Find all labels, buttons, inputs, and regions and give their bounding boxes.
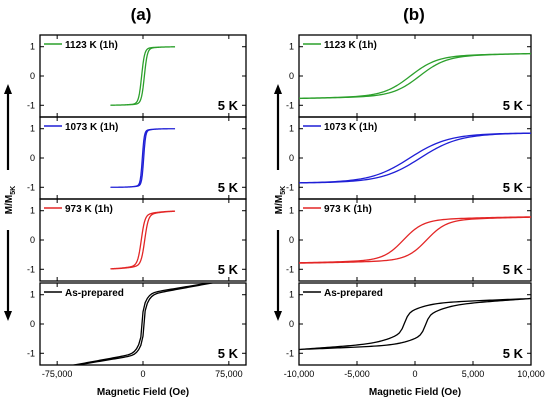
y-tick-label: 0 [30,319,35,329]
y-tick-label: 1 [30,42,35,52]
y-tick-label: 1 [30,290,35,300]
legend-label: 973 K (1h) [324,204,372,215]
temperature-label: 5 K [503,180,524,195]
y-tick-label: -1 [286,264,294,274]
panel: -1 0 1 1073 K (1h) 5 K [27,116,247,200]
x-tick-label: 0 [140,369,145,379]
y-tick-label: -1 [27,100,35,110]
panel: -1 0 1 As-prepared 5 K [286,282,532,366]
temperature-label: 5 K [218,346,239,361]
y-tick-label: 0 [289,71,294,81]
chart-b: (b)-101 1123 K (1h)5 K-101 1073 K (1h)5 K-… [274,5,545,398]
x-tick-label: -5,000 [344,369,370,379]
x-tick-label: -75,000 [42,369,73,379]
panel: -1 0 1 As-prepared 5 K [27,282,247,366]
chart-a: (a)-101 1123 K (1h)5 K-101 1073 K (1h)5 K-… [4,5,247,398]
down-arrow-icon [4,311,12,321]
y-axis-label: M/M5K [274,186,287,214]
x-axis-label: Magnetic Field (Oe) [97,387,189,398]
y-axis-label-sub: 5K [10,186,17,195]
panel: -1 0 1 973 K (1h) 5 K [286,198,532,282]
y-tick-label: 1 [289,206,294,216]
y-tick-label: -1 [27,264,35,274]
y-tick-label: -1 [286,348,294,358]
x-axis-label: Magnetic Field (Oe) [369,387,461,398]
temperature-label: 5 K [503,262,524,277]
temperature-label: 5 K [503,98,524,113]
chart-title: (b) [403,5,425,24]
chart-title: (a) [131,5,152,24]
panel: -1 0 1 1073 K (1h) 5 K [286,116,532,200]
hysteresis-loop [299,132,531,184]
legend-label: 1073 K (1h) [324,122,377,133]
x-tick-label: 10,000 [517,369,545,379]
y-tick-label: -1 [286,182,294,192]
y-tick-label: 0 [289,319,294,329]
legend-label: As-prepared [65,288,124,299]
y-tick-label: 0 [289,235,294,245]
panel: -1 0 1 1123 K (1h) 5 K [286,34,532,118]
y-tick-label: 1 [289,124,294,134]
hysteresis-loop [299,52,531,100]
x-tick-label: 0 [412,369,417,379]
y-tick-label: 0 [30,153,35,163]
down-arrow-icon [274,311,282,321]
y-tick-label: 1 [289,42,294,52]
hysteresis-loop [110,46,176,106]
panel: -1 0 1 973 K (1h) 5 K [27,198,247,282]
legend-label: As-prepared [324,288,383,299]
y-tick-label: 1 [30,124,35,134]
x-tick-label: 75,000 [215,369,243,379]
y-tick-label: 0 [30,71,35,81]
temperature-label: 5 K [218,262,239,277]
hysteresis-loop [110,128,176,188]
y-axis-label-main: M/M [274,195,285,214]
y-tick-label: 0 [30,235,35,245]
panel: -1 0 1 1123 K (1h) 5 K [27,34,247,118]
y-tick-label: -1 [27,182,35,192]
legend-label: 973 K (1h) [65,204,113,215]
y-tick-label: -1 [27,348,35,358]
hysteresis-loop [70,283,216,365]
x-tick-label: 5,000 [462,369,485,379]
y-axis-label: M/M5K [4,186,17,214]
hysteresis-loop [110,210,176,270]
y-tick-label: 1 [30,206,35,216]
y-tick-label: -1 [286,100,294,110]
y-axis-label-main: M/M [4,195,15,214]
up-arrow-icon [4,84,12,94]
hysteresis-loop [299,297,531,351]
legend-label: 1073 K (1h) [65,122,118,133]
y-axis-label-sub: 5K [280,186,287,195]
up-arrow-icon [274,84,282,94]
legend-label: 1123 K (1h) [324,40,377,51]
hysteresis-loop [299,216,531,264]
x-tick-label: -10,000 [284,369,315,379]
temperature-label: 5 K [218,98,239,113]
legend-label: 1123 K (1h) [65,40,118,51]
temperature-label: 5 K [218,180,239,195]
y-tick-label: 1 [289,290,294,300]
temperature-label: 5 K [503,346,524,361]
y-tick-label: 0 [289,153,294,163]
